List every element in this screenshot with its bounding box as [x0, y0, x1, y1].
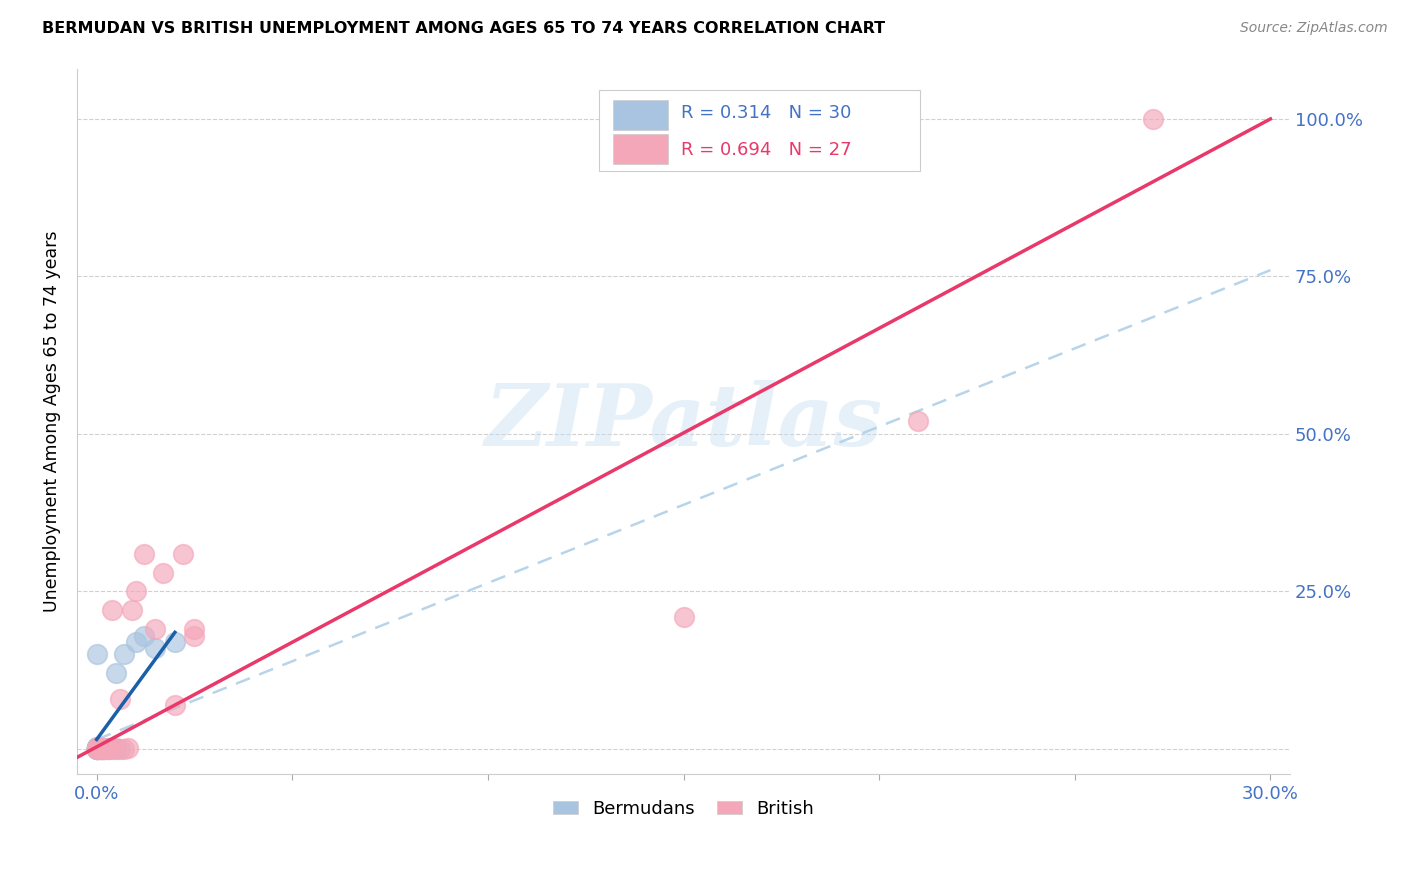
Point [101, 603, 124, 617]
Point [907, 414, 929, 428]
Text: R = 0.314   N = 30: R = 0.314 N = 30 [681, 104, 852, 122]
Point [125, 635, 148, 649]
Point [1142, 112, 1164, 126]
Point [112, 648, 135, 662]
Point [125, 584, 148, 599]
Y-axis label: Unemployment Among Ages 65 to 74 years: Unemployment Among Ages 65 to 74 years [44, 230, 60, 612]
Point [132, 628, 155, 642]
Point [86, 742, 108, 756]
Point [97, 742, 120, 756]
Point [90, 741, 112, 756]
Point [183, 622, 205, 636]
Point [86, 742, 108, 756]
Point [121, 603, 143, 617]
Point [86, 741, 108, 756]
Point [86, 740, 108, 755]
Legend: Bermudans, British: Bermudans, British [546, 793, 821, 825]
Point [90, 742, 112, 756]
Point [86, 742, 108, 756]
Point [93, 742, 115, 756]
Point [152, 566, 174, 580]
Point [163, 635, 186, 649]
Point [108, 742, 131, 756]
Point [108, 691, 131, 706]
Point [163, 698, 186, 712]
FancyBboxPatch shape [613, 134, 668, 164]
Text: R = 0.694   N = 27: R = 0.694 N = 27 [681, 141, 852, 159]
Point [86, 741, 108, 756]
Point [86, 739, 108, 754]
Point [112, 742, 135, 756]
Point [90, 741, 112, 756]
Point [93, 742, 115, 756]
Point [90, 742, 112, 756]
Point [93, 742, 115, 756]
Point [93, 741, 115, 756]
Text: ZIPatlas: ZIPatlas [485, 380, 883, 463]
Point [672, 609, 695, 624]
Point [143, 622, 166, 636]
Point [86, 742, 108, 756]
Point [86, 742, 108, 756]
Point [86, 740, 108, 755]
Point [90, 742, 112, 756]
Point [101, 741, 124, 756]
Point [86, 648, 108, 662]
Point [97, 742, 120, 756]
Point [86, 741, 108, 756]
Text: Source: ZipAtlas.com: Source: ZipAtlas.com [1240, 21, 1388, 35]
Point [90, 742, 112, 756]
Point [86, 742, 108, 756]
Point [117, 741, 139, 756]
FancyBboxPatch shape [613, 100, 668, 130]
Point [97, 741, 120, 756]
Point [143, 641, 166, 656]
Point [97, 741, 120, 756]
Point [172, 547, 194, 561]
Text: BERMUDAN VS BRITISH UNEMPLOYMENT AMONG AGES 65 TO 74 YEARS CORRELATION CHART: BERMUDAN VS BRITISH UNEMPLOYMENT AMONG A… [42, 21, 886, 36]
FancyBboxPatch shape [599, 90, 920, 171]
Point [132, 547, 155, 561]
Point [86, 740, 108, 755]
Point [86, 739, 108, 754]
Point [101, 742, 124, 756]
Point [105, 741, 128, 756]
Point [93, 741, 115, 756]
Point [105, 666, 128, 681]
Point [105, 742, 128, 756]
Point [183, 628, 205, 642]
